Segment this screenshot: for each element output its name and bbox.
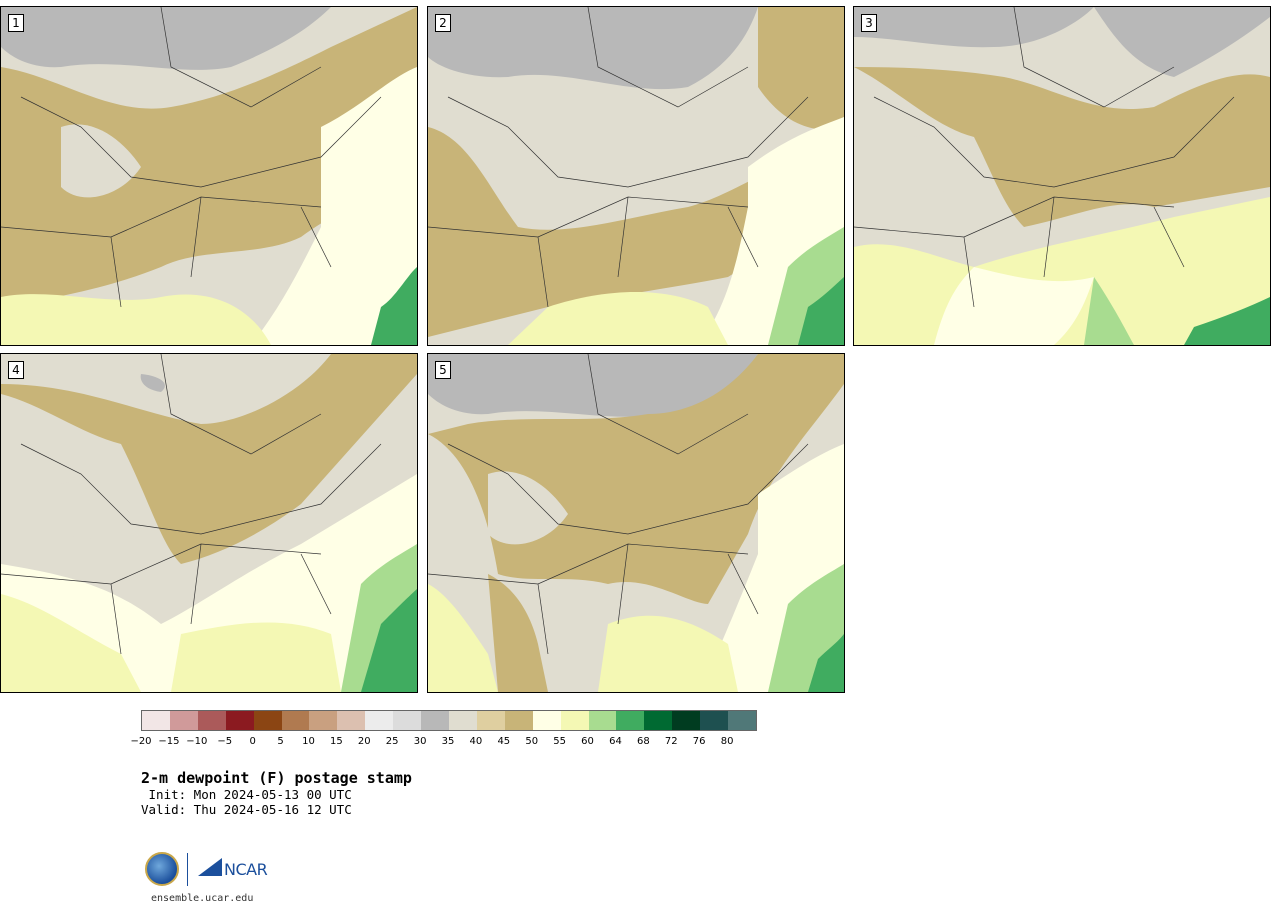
ncar-logo-mark [198, 858, 222, 876]
map-panel-2: 2 [427, 6, 845, 346]
colorbar-tick-label: 50 [525, 736, 539, 747]
colorbar-swatch [588, 711, 617, 730]
colorbar-swatch [532, 711, 561, 730]
map-panel-5: 5 [427, 353, 845, 693]
panel-number: 1 [8, 14, 24, 32]
dewpoint-map [428, 354, 844, 692]
colorbar-tick-label: 72 [664, 736, 678, 747]
colorbar-tick-label: 10 [302, 736, 315, 747]
map-panel-1: 1 [0, 6, 418, 346]
colorbar-tick-label: 60 [581, 736, 594, 747]
colorbar-tick-label: −20 [130, 736, 152, 747]
panel-number: 5 [435, 361, 451, 379]
colorbar-tick-label: 64 [609, 736, 622, 747]
dewpoint-map [854, 7, 1270, 345]
colorbar-tick-label: 68 [636, 736, 650, 747]
colorbar-tick-label: 45 [497, 736, 511, 747]
panel-number: 4 [8, 361, 24, 379]
colorbar-swatch [728, 711, 756, 730]
map-panel-3: 3 [853, 6, 1271, 346]
colorbar-swatch [365, 711, 394, 730]
logo-divider [187, 853, 188, 886]
dewpoint-map [1, 7, 417, 345]
colorbar-swatch [309, 711, 338, 730]
colorbar-swatch [421, 711, 449, 730]
colorbar-tick-labels: −20 −15 −10 −5 0 5 10 15 20 25 30 35 40 45 50 55 60 64 68 7… [130, 736, 757, 750]
colorbar-swatch [169, 711, 198, 730]
colorbar-tick-label: 35 [441, 736, 455, 747]
colorbar [141, 710, 757, 731]
colorbar-swatch [448, 711, 477, 730]
colorbar-swatch [253, 711, 282, 730]
valid-time: Valid: Thu 2024-05-16 12 UTC [141, 802, 352, 817]
sponsor-logos: NCAR [145, 852, 285, 890]
colorbar-swatch [225, 711, 254, 730]
colorbar-swatch [476, 711, 505, 730]
colorbar-tick-label: 25 [385, 736, 399, 747]
panel-number: 3 [861, 14, 877, 32]
colorbar-tick-label: 40 [469, 736, 483, 747]
colorbar-swatch [504, 711, 533, 730]
ncar-logo-text: NCAR [224, 860, 268, 879]
nsf-logo [145, 852, 179, 886]
colorbar-tick-label: −5 [217, 736, 233, 747]
colorbar-swatch [281, 711, 310, 730]
colorbar-tick-label: −10 [186, 736, 208, 747]
colorbar-tick-label: 15 [329, 736, 343, 747]
colorbar-tick-label: −15 [158, 736, 180, 747]
colorbar-tick-label: 30 [413, 736, 427, 747]
colorbar-tick-label: 55 [553, 736, 566, 747]
colorbar-swatch [197, 711, 226, 730]
dewpoint-map [428, 7, 844, 345]
colorbar-swatch [393, 711, 422, 730]
colorbar-swatch [616, 711, 645, 730]
colorbar-swatch [672, 711, 701, 730]
website-url: ensemble.ucar.edu [151, 893, 254, 904]
map-panel-4: 4 [0, 353, 418, 693]
colorbar-tick-label: 5 [277, 736, 284, 747]
dewpoint-map [1, 354, 417, 692]
colorbar-tick-label: 76 [692, 736, 706, 747]
colorbar-swatch [700, 711, 729, 730]
colorbar-tick-label: 80 [720, 736, 734, 747]
init-time: Init: Mon 2024-05-13 00 UTC [141, 787, 352, 802]
colorbar-tick-label: 0 [249, 736, 256, 747]
colorbar-swatch [560, 711, 589, 730]
colorbar-swatch [644, 711, 673, 730]
colorbar-tick-label: 20 [357, 736, 371, 747]
plot-title: 2-m dewpoint (F) postage stamp [141, 769, 412, 787]
colorbar-swatch [337, 711, 366, 730]
panel-number: 2 [435, 14, 451, 32]
colorbar-swatch [142, 711, 170, 730]
